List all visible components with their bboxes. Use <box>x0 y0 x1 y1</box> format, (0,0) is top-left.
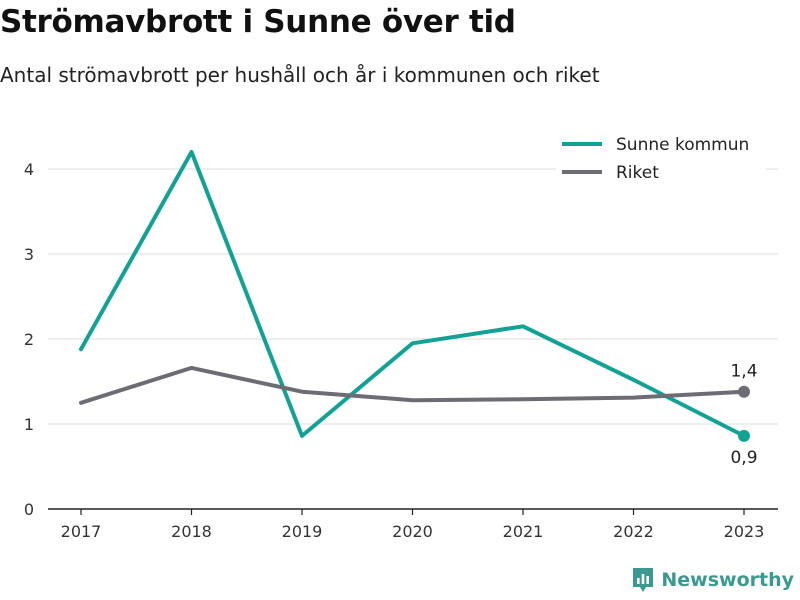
series-line-riket <box>79 365 746 405</box>
end-point-riket <box>738 385 750 398</box>
x-tick-label: 2023 <box>724 522 765 541</box>
y-tick-label: 0 <box>24 500 34 519</box>
chart-title: Strömavbrott i Sunne över tid <box>0 4 516 40</box>
legend-label: Sunne kommun <box>616 135 749 155</box>
legend-box <box>556 127 766 185</box>
x-tick-label: 2021 <box>503 522 544 541</box>
brand-logo: Newsworthy <box>631 566 794 594</box>
data-label-sunne-kommun: 0,9 <box>730 448 757 468</box>
x-tick-label: 2020 <box>392 522 433 541</box>
data-label-riket: 1,4 <box>730 362 757 382</box>
chart-subtitle: Antal strömavbrott per hushåll och år i … <box>0 63 600 87</box>
x-tick-label: 2019 <box>282 522 323 541</box>
end-point-sunne-kommun <box>738 429 750 442</box>
series-line-sunne-kommun <box>79 150 746 438</box>
legend-label: Riket <box>616 163 659 183</box>
newsworthy-logo-icon <box>633 568 654 592</box>
y-tick-label: 2 <box>24 330 34 349</box>
x-tick-label: 2017 <box>61 522 102 541</box>
y-tick-label: 1 <box>24 415 34 434</box>
brand-name: Newsworthy <box>661 569 794 591</box>
y-tick-label: 4 <box>24 160 34 179</box>
x-tick-label: 2018 <box>171 522 212 541</box>
y-tick-label: 3 <box>24 245 34 264</box>
x-tick-label: 2022 <box>613 522 654 541</box>
